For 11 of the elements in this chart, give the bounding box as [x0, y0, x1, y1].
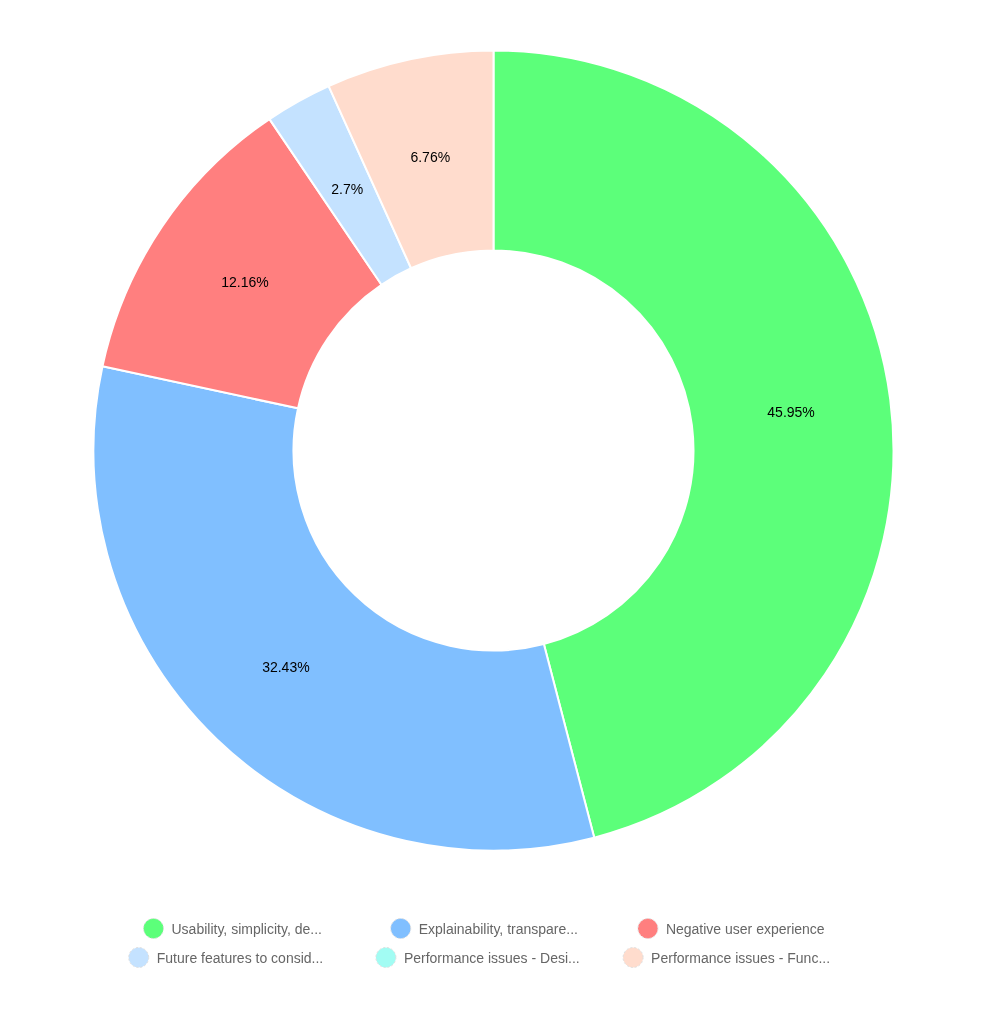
data-label: 6.76%	[410, 149, 451, 166]
data-label: 2.7%	[331, 180, 364, 197]
legend-label: Performance issues - Func...	[651, 949, 831, 966]
legend-label: Explainability, transpare...	[418, 920, 578, 937]
legend-label: Future features to consid...	[156, 949, 324, 966]
legend-label: Negative user experience	[665, 920, 825, 937]
legend-label: Usability, simplicity, de...	[171, 920, 322, 937]
data-label: 32.43%	[262, 659, 310, 676]
legend-label: Performance issues - Desi...	[403, 949, 580, 966]
data-label: 12.16%	[221, 274, 269, 291]
data-label: 45.95%	[767, 404, 815, 421]
